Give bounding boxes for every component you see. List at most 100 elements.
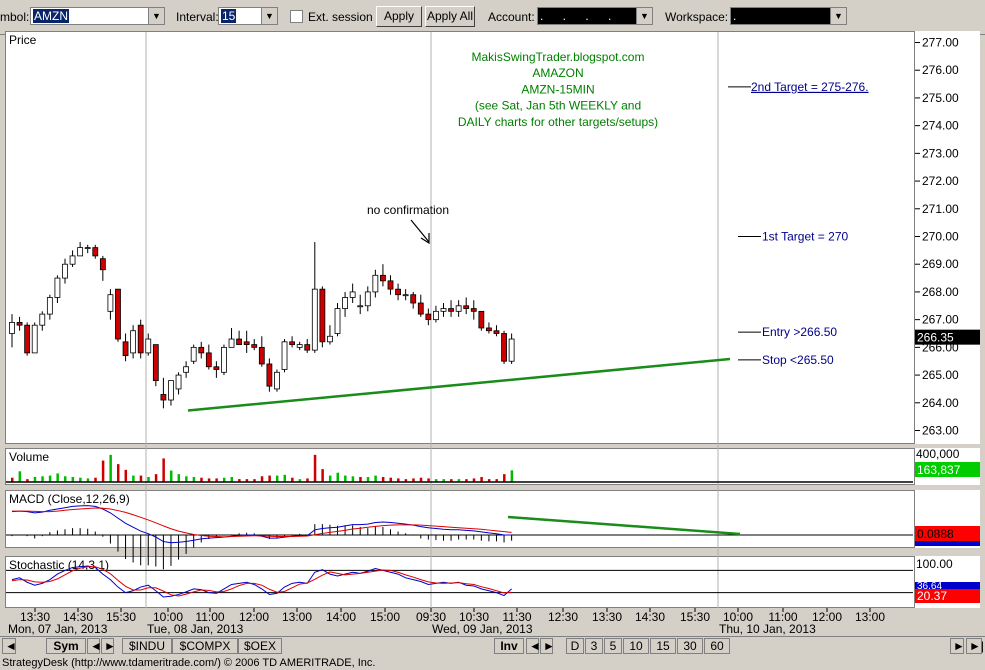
ext-session-checkbox[interactable] bbox=[290, 10, 303, 23]
candle-body bbox=[274, 371, 280, 390]
next-icon[interactable]: ► bbox=[101, 638, 116, 654]
time-tick-label: 12:00 bbox=[239, 610, 269, 624]
tab-interval-5[interactable]: 5 bbox=[604, 638, 622, 654]
time-tick-label: 11:00 bbox=[195, 610, 224, 624]
scroll-left-icon[interactable]: ◄ bbox=[2, 638, 17, 654]
macd-pane[interactable]: MACD (Close,12,26,9) bbox=[5, 490, 915, 548]
time-tick-label: 14:00 bbox=[326, 610, 356, 624]
chart-annotation-line: (see Sat, Jan 5th WEEKLY and bbox=[475, 99, 641, 113]
ext-session-label: Ext. session bbox=[308, 10, 373, 24]
price-axis bbox=[915, 31, 980, 444]
volume-bar bbox=[268, 475, 271, 482]
scroll-end-icon[interactable]: ►| bbox=[966, 638, 984, 654]
candle-body bbox=[228, 338, 235, 348]
interval-select[interactable]: 15 ▼ bbox=[218, 7, 278, 25]
macd-last-badge bbox=[915, 526, 980, 541]
volume-bar bbox=[313, 454, 317, 482]
volume-bar bbox=[139, 475, 143, 482]
tab-interval-15[interactable]: 15 bbox=[650, 638, 676, 654]
price-tick-label: 271.00 bbox=[922, 202, 959, 216]
tab-symbol-indu[interactable]: $INDU bbox=[122, 638, 172, 654]
no-confirmation-label: no confirmation bbox=[367, 203, 449, 217]
prev-icon[interactable]: ◄ bbox=[87, 638, 102, 654]
time-tick-label: 13:30 bbox=[20, 610, 50, 624]
candle-body bbox=[387, 280, 394, 290]
candle-body bbox=[190, 346, 197, 362]
chevron-down-icon[interactable]: ▼ bbox=[148, 8, 164, 24]
chevron-down-icon[interactable]: ▼ bbox=[261, 8, 277, 24]
time-tick-label: 14:30 bbox=[635, 610, 665, 624]
volume-bar bbox=[465, 479, 468, 482]
price-tick-label: 263.00 bbox=[922, 424, 959, 438]
volume-bar bbox=[200, 477, 203, 482]
candle-body bbox=[205, 352, 212, 368]
sym-button[interactable]: Sym bbox=[46, 638, 86, 654]
price-tick-label: 268.00 bbox=[922, 285, 959, 299]
volume-bar bbox=[169, 470, 173, 482]
candle-body bbox=[258, 346, 265, 365]
apply-button[interactable]: Apply bbox=[376, 6, 422, 27]
candle-body bbox=[175, 374, 182, 390]
tab-interval-3[interactable]: 3 bbox=[585, 638, 603, 654]
arrow-head-icon bbox=[420, 233, 430, 245]
volume-bar bbox=[495, 479, 498, 482]
volume-bar bbox=[389, 477, 392, 482]
macd-pane-title: MACD (Close,12,26,9) bbox=[9, 492, 130, 506]
volume-bar bbox=[351, 476, 355, 482]
inv-button[interactable]: Inv bbox=[494, 638, 524, 654]
volume-bar bbox=[291, 477, 294, 482]
candle-body bbox=[470, 308, 477, 312]
chart-canvas: 277.00 276.00 275.00 274.00 273.00 272.00 271.… bbox=[6, 32, 980, 636]
symbol-value: AMZN bbox=[33, 9, 69, 23]
candle-body bbox=[402, 294, 409, 297]
time-tick-label: 13:00 bbox=[282, 610, 312, 624]
candle-body bbox=[433, 310, 439, 321]
candle-body bbox=[440, 308, 447, 312]
account-select[interactable]: . . . . ▼ bbox=[537, 7, 653, 25]
candle-body bbox=[364, 291, 371, 307]
tab-symbol-compx[interactable]: $COMPX bbox=[172, 638, 238, 654]
symbol-select[interactable]: AMZN ▼ bbox=[30, 7, 165, 25]
candle-body bbox=[160, 394, 167, 401]
volume-bar bbox=[260, 476, 264, 482]
time-tick-label: 13:30 bbox=[592, 610, 622, 624]
candle-body bbox=[213, 366, 220, 370]
chevron-down-icon[interactable]: ▼ bbox=[636, 8, 652, 24]
volume-bar bbox=[33, 477, 37, 482]
candle-body bbox=[9, 322, 15, 334]
tab-interval-10[interactable]: 10 bbox=[623, 638, 649, 654]
stochastic-pane[interactable]: Stochastic (14,3,1) bbox=[5, 556, 915, 608]
interval-label: Interval: bbox=[176, 10, 219, 24]
chart-annotation-line: AMZN-15MIN bbox=[521, 82, 594, 96]
volume-last-value: 163,837 bbox=[917, 463, 961, 477]
volume-last-badge bbox=[915, 462, 980, 477]
scroll-right-icon[interactable]: ► bbox=[950, 638, 965, 654]
tab-symbol-oex[interactable]: $OEX bbox=[238, 638, 282, 654]
workspace-select[interactable]: . ▼ bbox=[730, 7, 847, 25]
chart-annotation-line: MakisSwingTrader.blogspot.com bbox=[472, 50, 645, 64]
volume-bar bbox=[306, 478, 309, 482]
prev-interval-icon[interactable]: ◄ bbox=[526, 638, 541, 654]
tab-interval-60[interactable]: 60 bbox=[704, 638, 730, 654]
time-tick-label: 10:00 bbox=[723, 610, 753, 624]
next-interval-icon[interactable]: ► bbox=[540, 638, 555, 654]
apply-all-button[interactable]: Apply All bbox=[425, 6, 475, 27]
volume-bar bbox=[434, 479, 438, 482]
price-tick-label: 269.00 bbox=[922, 257, 959, 271]
tab-interval-30[interactable]: 30 bbox=[677, 638, 703, 654]
volume-bar bbox=[71, 477, 75, 482]
price-tick-label: 272.00 bbox=[922, 174, 959, 188]
candle-body bbox=[493, 330, 500, 334]
candle-body bbox=[99, 258, 106, 271]
candle-body bbox=[266, 363, 273, 387]
candle-body bbox=[198, 346, 205, 354]
chevron-down-icon[interactable]: ▼ bbox=[830, 8, 846, 24]
candle-body bbox=[463, 305, 470, 309]
volume-bar bbox=[374, 475, 377, 482]
volume-bar bbox=[321, 469, 324, 482]
last-price-badge bbox=[915, 329, 980, 345]
tab-interval-d[interactable]: D bbox=[566, 638, 584, 654]
volume-bar bbox=[450, 479, 453, 482]
stoch-d-value: 20.37 bbox=[917, 589, 947, 603]
volume-bar bbox=[472, 478, 476, 482]
